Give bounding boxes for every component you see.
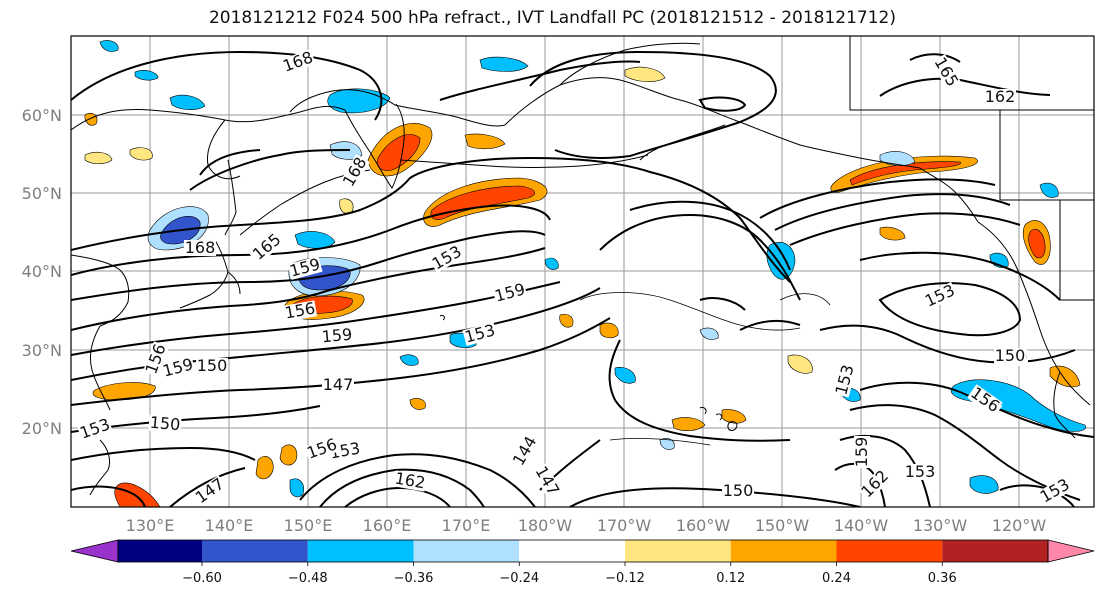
contour-label-bg (77, 416, 113, 442)
contour-label: 159 (852, 437, 871, 468)
contour-label: 168 (185, 238, 216, 257)
colorbar-tick-label: −0.60 (182, 571, 222, 586)
contour-label-bg (429, 243, 465, 273)
lon-label: 160°W (676, 516, 731, 535)
contour-label-bg (287, 256, 323, 280)
contour-label-bg (304, 436, 340, 462)
contour-label: 162 (985, 87, 1016, 106)
lon-label: 130°W (913, 516, 968, 535)
contour-label: 147 (323, 375, 354, 394)
colorbar-outline (117, 539, 1049, 563)
contour-label-bg (984, 89, 1016, 105)
colorbar-bin (519, 540, 625, 562)
contour-label: 159 (321, 325, 353, 347)
lat-label: 30°N (22, 341, 62, 360)
contour-label: 150 (149, 413, 181, 435)
contour-label-bg (462, 322, 498, 346)
contour-label-bg (492, 281, 528, 305)
latitude-labels: 60°N 50°N 40°N 30°N 20°N (22, 106, 62, 438)
colorbar-bin (836, 540, 943, 562)
colorbar-tick-labels: −0.60 −0.48 −0.36 −0.24 −0.12 0.12 0.24 0.36 (182, 562, 957, 586)
contour-label-bg (392, 470, 428, 492)
colorbar-tick-label: −0.12 (605, 571, 645, 586)
colorbar-bin (413, 540, 520, 562)
lon-label: 130°E (126, 516, 175, 535)
colorbar-tick-label: −0.48 (288, 571, 328, 586)
contour-label-bg (184, 240, 216, 256)
contour-label: 150 (723, 481, 754, 500)
contour-label-bg (340, 154, 370, 190)
contour-label-bg (1037, 476, 1073, 506)
lat-label: 20°N (22, 419, 62, 438)
colorbar-tick-label: 0.12 (716, 571, 745, 586)
contour-label-bg (143, 341, 169, 377)
contour-label-bg (148, 414, 182, 434)
contour-label-bg (858, 467, 892, 501)
lat-label: 40°N (22, 262, 62, 281)
lon-label: 140°W (834, 516, 889, 535)
lon-label: 170°W (597, 516, 652, 535)
colorbar-tick-label: 0.36 (928, 571, 957, 586)
colorbar-tick-label: 0.24 (822, 571, 851, 586)
contour-label-bg (904, 464, 936, 480)
colorbar-bin (942, 540, 1048, 562)
contour-label-bg (854, 436, 870, 468)
colorbar-bin (625, 540, 731, 562)
lon-label: 170°E (442, 516, 491, 535)
contour-label-bg (510, 433, 540, 469)
contour-label-bg (994, 348, 1026, 364)
contour-label-bg (922, 281, 958, 311)
contour-label-bg (249, 230, 285, 264)
longitude-labels: 130°E 140°E 150°E 160°E 170°E 180°W 170°… (126, 516, 1047, 535)
colorbar-tick-label: −0.24 (499, 571, 539, 586)
contour-label-bg (282, 300, 318, 322)
contour-label: 150 (995, 346, 1026, 365)
contour-label-bg (722, 483, 754, 499)
colorbar-bin (118, 540, 202, 562)
colorbar-extend-high (1047, 539, 1095, 563)
colorbar (70, 539, 1095, 563)
colorbar-bin (307, 540, 414, 562)
contour-label-bg (320, 326, 354, 346)
gridlines (71, 36, 1094, 507)
shaded-anomalies (84, 40, 1087, 507)
thin-contours (579, 292, 831, 446)
colorbar-bin (730, 540, 837, 562)
lon-label: 150°E (284, 516, 333, 535)
colorbar-bin (202, 540, 308, 562)
lat-label: 50°N (22, 184, 62, 203)
contour-label-bg (280, 49, 316, 75)
colorbar-tick-label: −0.36 (394, 571, 434, 586)
lon-label: 180°W (518, 516, 573, 535)
contour-label-bg (532, 463, 562, 499)
lon-label: 120°W (992, 516, 1047, 535)
contour-label-bg (192, 475, 228, 507)
contour-label: 153 (905, 462, 936, 481)
lon-label: 140°E (205, 516, 254, 535)
contour-label-bg (967, 384, 1003, 416)
lon-label: 160°E (363, 516, 412, 535)
map-frame (70, 35, 1095, 508)
colorbar-extend-low (70, 539, 119, 563)
map-title: 2018121212 F024 500 hPa refract., IVT La… (208, 8, 896, 28)
lat-label: 60°N (22, 106, 62, 125)
lon-label: 150°W (755, 516, 810, 535)
contour-label-bg (160, 356, 196, 380)
contour-label-bg (931, 54, 961, 90)
contour-label: 150 (197, 356, 228, 375)
contour-label-bg (833, 362, 857, 398)
contour-label-bg (322, 377, 354, 393)
contour-label-bg (196, 358, 228, 374)
